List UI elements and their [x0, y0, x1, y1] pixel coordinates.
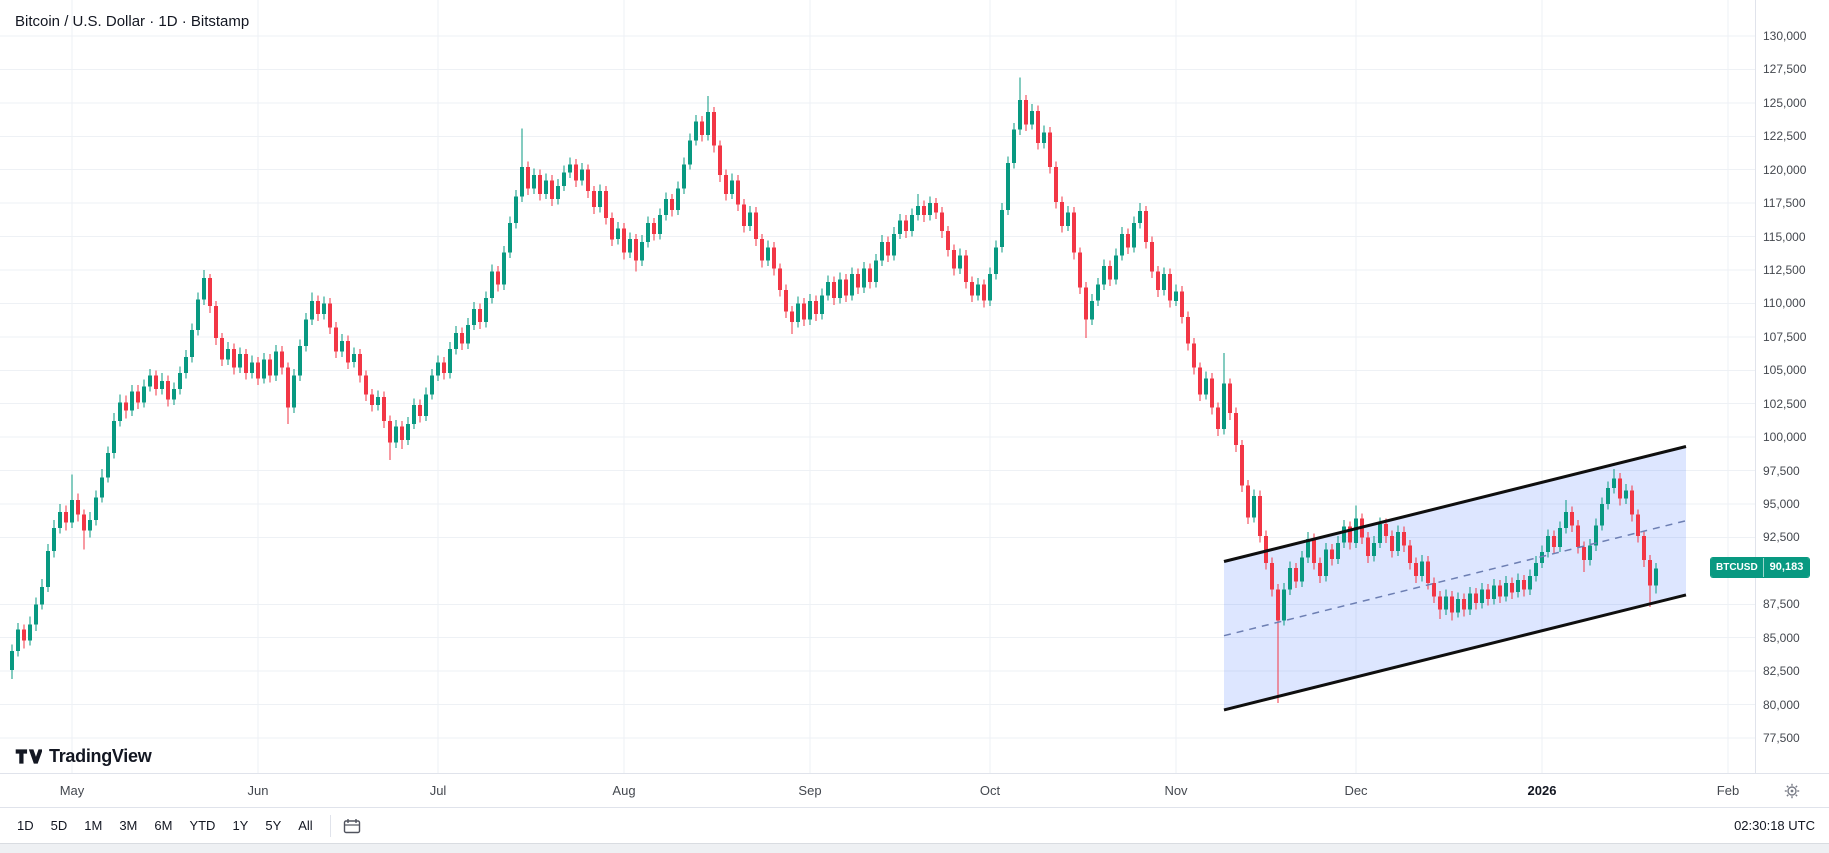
axis-settings-button[interactable]: [1772, 781, 1812, 801]
price-tick-label: 127,500: [1763, 62, 1807, 76]
price-tick-label: 115,000: [1763, 230, 1806, 244]
price-tick-label: 95,000: [1763, 497, 1800, 511]
time-tick-label: Nov: [1164, 783, 1188, 798]
chart-plot[interactable]: Bitcoin / U.S. Dollar · 1D · Bitstamp: [0, 0, 1755, 773]
time-tick-label: Dec: [1344, 783, 1368, 798]
price-tick-label: 112,500: [1763, 263, 1806, 277]
price-tick-label: 122,500: [1763, 129, 1807, 143]
time-tick-label: Jun: [247, 783, 269, 798]
range-button-all[interactable]: All: [298, 818, 313, 833]
price-tick-label: 120,000: [1763, 163, 1807, 177]
price-tick-label: 117,500: [1763, 196, 1806, 210]
price-tick-label: 80,000: [1763, 698, 1800, 712]
utc-clock[interactable]: 02:30:18 UTC: [1734, 818, 1815, 833]
toolbar-divider: [329, 814, 331, 837]
time-axis[interactable]: May Jun Jul Aug Sep Oct Nov Dec 2026 Feb: [0, 773, 1829, 807]
price-tag-symbol: BTCUSD: [1711, 558, 1763, 577]
grid: [0, 0, 1755, 773]
time-tick-label: Aug: [612, 783, 636, 798]
bottom-toolbar: 1D 5D 1M 3M 6M YTD 1Y 5Y All 02:30:18 UTC: [0, 807, 1829, 843]
gear-icon: [1784, 783, 1800, 799]
candlestick-chart: [0, 0, 1755, 773]
range-button-1m[interactable]: 1M: [84, 818, 103, 833]
price-axis[interactable]: 130,000 127,500 125,000 122,500 120,000 117,5…: [1755, 0, 1829, 807]
range-button-ytd[interactable]: YTD: [189, 818, 216, 833]
tradingview-logo-icon: [15, 749, 42, 764]
range-button-5d[interactable]: 5D: [50, 818, 68, 833]
price-tick-label: 92,500: [1763, 530, 1800, 544]
time-tick-label: Sep: [798, 783, 822, 798]
parallel-channel-drawing[interactable]: [1223, 445, 1687, 712]
time-tick-label: Feb: [1716, 783, 1740, 798]
price-tick-label: 82,500: [1763, 664, 1800, 678]
last-price-tag: BTCUSD 90,183: [1711, 558, 1810, 577]
price-tick-label: 85,000: [1763, 631, 1800, 645]
range-buttons: 1D 5D 1M 3M 6M YTD 1Y 5Y All: [15, 815, 328, 836]
range-button-1y[interactable]: 1Y: [232, 818, 249, 833]
range-button-3m[interactable]: 3M: [119, 818, 138, 833]
go-to-date-button[interactable]: [343, 818, 361, 834]
price-tick-label: 87,500: [1763, 597, 1800, 611]
price-tick-label: 100,000: [1763, 430, 1807, 444]
tradingview-logo[interactable]: TradingView: [15, 745, 152, 768]
price-tick-label: 102,500: [1763, 397, 1807, 411]
price-tick-label: 97,500: [1763, 464, 1800, 478]
time-tick-label: Jul: [429, 783, 447, 798]
time-tick-label: May: [59, 783, 85, 798]
calendar-icon: [343, 818, 360, 833]
price-tick-label: 77,500: [1763, 731, 1800, 745]
symbol-title[interactable]: Bitcoin / U.S. Dollar · 1D · Bitstamp: [15, 13, 250, 30]
lower-panel-edge: [0, 843, 1829, 853]
time-tick-label: 2026: [1527, 783, 1557, 798]
price-tick-label: 105,000: [1763, 363, 1807, 377]
price-tick-label: 130,000: [1763, 29, 1807, 43]
range-button-1d[interactable]: 1D: [17, 818, 34, 833]
range-button-5y[interactable]: 5Y: [265, 818, 282, 833]
price-tick-label: 125,000: [1763, 96, 1807, 110]
time-tick-label: Oct: [979, 783, 1001, 798]
price-tick-label: 107,500: [1763, 330, 1807, 344]
price-tick-label: 110,000: [1763, 296, 1806, 310]
candlestick-series: [10, 77, 1658, 704]
price-tag-value: 90,183: [1762, 558, 1810, 577]
tradingview-logo-text: TradingView: [49, 746, 152, 766]
range-button-6m[interactable]: 6M: [154, 818, 173, 833]
